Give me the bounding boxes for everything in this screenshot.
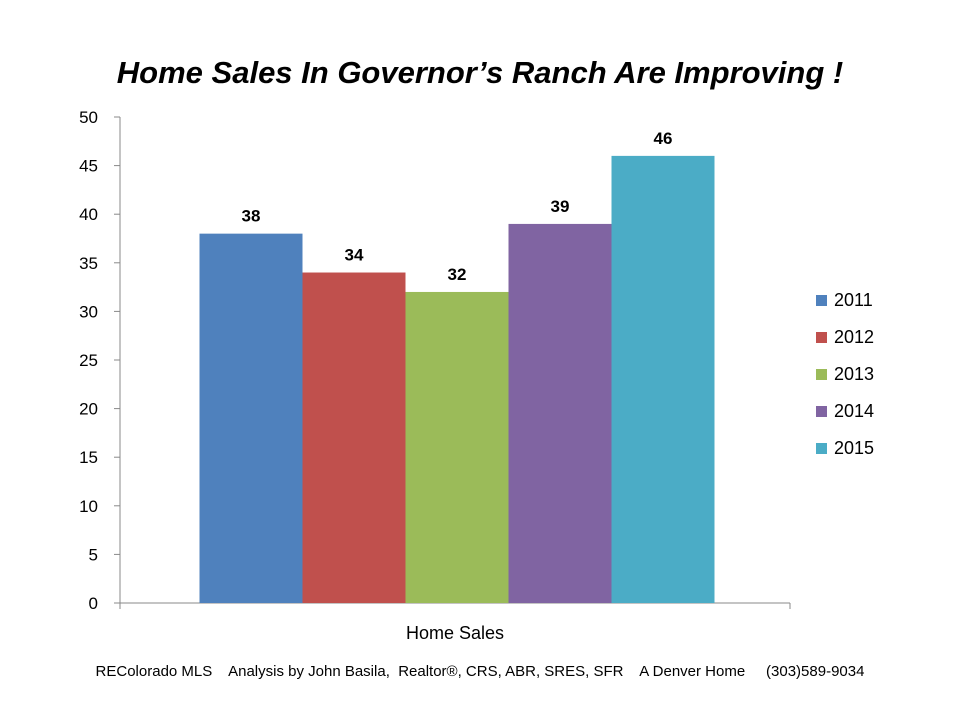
- legend-swatch-2015: [816, 443, 827, 454]
- legend-label-2012: 2012: [834, 327, 874, 347]
- y-tick-label: 45: [79, 157, 98, 176]
- y-tick-label: 40: [79, 205, 98, 224]
- bar-2014: [508, 223, 612, 604]
- legend-label-2014: 2014: [834, 401, 874, 421]
- legend-label-2015: 2015: [834, 438, 874, 458]
- bar-2015: [611, 155, 715, 603]
- bar-2013: [405, 291, 509, 603]
- y-tick-label: 10: [79, 497, 98, 516]
- bar-series-group: [199, 155, 715, 604]
- legend-swatch-2012: [816, 332, 827, 343]
- data-label-2015: 46: [654, 129, 673, 148]
- x-axis-label: Home Sales: [406, 623, 504, 643]
- chart-title: Home Sales In Governor’s Ranch Are Impro…: [116, 55, 844, 90]
- legend-swatch-2011: [816, 295, 827, 306]
- legend-label-2011: 2011: [834, 290, 873, 310]
- data-label-2013: 32: [448, 265, 467, 284]
- y-tick-label: 15: [79, 448, 98, 467]
- y-tick-label: 30: [79, 302, 98, 321]
- y-tick-label: 50: [79, 108, 98, 127]
- y-tick-label: 20: [79, 400, 98, 419]
- legend-swatch-2014: [816, 406, 827, 417]
- footer-credit: REColorado MLS Analysis by John Basila, …: [95, 663, 865, 680]
- y-tick-label: 25: [79, 351, 98, 370]
- bar-2011: [199, 233, 303, 603]
- legend-swatch-2013: [816, 369, 827, 380]
- y-tick-label: 35: [79, 254, 98, 273]
- y-tick-label: 0: [89, 594, 98, 613]
- data-label-2014: 39: [551, 197, 570, 216]
- legend: 2011 2012 2013 2014 2015: [816, 290, 874, 458]
- data-label-2012: 34: [345, 246, 364, 265]
- data-label-2011: 38: [242, 207, 261, 226]
- bar-2012: [302, 272, 406, 603]
- data-labels-group: 38 34 32 39 46: [242, 129, 673, 284]
- y-tick-label: 5: [89, 545, 98, 564]
- legend-label-2013: 2013: [834, 364, 874, 384]
